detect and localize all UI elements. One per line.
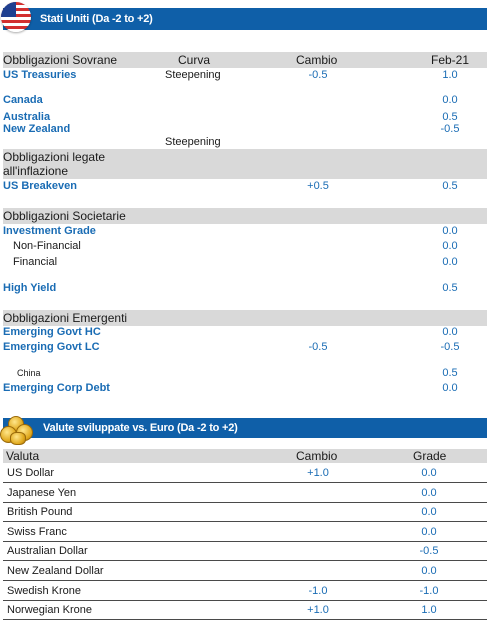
corporate-title: Obbligazioni Societarie <box>3 209 126 223</box>
change-value: +1.0 <box>307 604 329 616</box>
fx-banner-title: Valute sviluppate vs. Euro (Da -2 to +2) <box>43 422 238 434</box>
change-value: +1.0 <box>307 467 329 479</box>
curve-header: Curva <box>178 53 211 67</box>
current-value: 0.0 <box>442 240 458 252</box>
sovereign-header-band <box>3 52 487 68</box>
currency-name: Norwegian Krone <box>7 604 92 616</box>
current-value: 0.5 <box>442 180 458 192</box>
current-value: -0.5 <box>440 123 460 135</box>
fx-row-norwegian-krone: Norwegian Krone +1.0 1.0 <box>3 600 487 620</box>
fx-change-header: Cambio <box>296 449 338 463</box>
currency-name: US Dollar <box>7 467 55 479</box>
fx-row-japanese-yen: Japanese Yen 0.0 <box>3 483 487 503</box>
current-value: 1.0 <box>442 69 458 81</box>
current-value: 0.0 <box>442 256 458 268</box>
current-value: 0.0 <box>442 326 458 338</box>
inflation-header-band <box>3 149 487 179</box>
curve-value: Steepening <box>165 69 221 81</box>
grade-value: -1.0 <box>419 585 439 597</box>
fx-row-swedish-krone: Swedish Krone -1.0 -1.0 <box>3 581 487 601</box>
emerging-header-band <box>3 310 487 326</box>
corporate-header-band <box>3 208 487 224</box>
change-value: +0.5 <box>307 180 329 192</box>
currency-header: Valuta <box>6 449 40 463</box>
bond-row-emerging-corp-debt: Emerging Corp Debt <box>3 382 110 394</box>
fx-banner: Valute sviluppate vs. Euro (Da -2 to +2) <box>3 418 487 438</box>
grade-header: Grade <box>413 449 447 463</box>
grade-value: 0.0 <box>421 565 437 577</box>
grade-value: 0.0 <box>421 506 437 518</box>
fx-row-us-dollar: US Dollar +1.0 0.0 <box>3 463 487 483</box>
current-value: 0.0 <box>442 94 458 106</box>
bond-row-canada: Canada <box>3 94 43 106</box>
grade-value: -0.5 <box>419 545 439 557</box>
grade-value: 0.0 <box>421 467 437 479</box>
change-value: -0.5 <box>308 69 328 81</box>
fx-row-british-pound: British Pound 0.0 <box>3 502 487 522</box>
bond-row-new-zealand: New Zealand <box>3 123 71 135</box>
currency-name: Swedish Krone <box>7 585 81 597</box>
bond-row-investment-grade: Investment Grade <box>3 225 96 237</box>
bond-row-high-yield: High Yield <box>3 282 57 294</box>
us-flag-icon <box>1 2 31 32</box>
grade-value: 0.0 <box>421 526 437 538</box>
current-header: Feb-21 <box>431 53 470 67</box>
current-value: 0.5 <box>442 111 458 123</box>
grade-value: 1.0 <box>421 604 437 616</box>
bond-row-financial: Financial <box>13 256 58 268</box>
change-value: -1.0 <box>308 585 328 597</box>
bond-row-australia: Australia <box>3 111 51 123</box>
current-value: 0.0 <box>442 225 458 237</box>
bond-row-emerging-govt-lc: Emerging Govt LC <box>3 341 100 353</box>
fx-row-new-zealand-dollar: New Zealand Dollar 0.0 <box>3 561 487 581</box>
sovereign-header: Obbligazioni Sovrane <box>3 53 118 67</box>
us-banner: Stati Uniti (Da -2 to +2) <box>3 8 487 30</box>
inflation-title-line1: Obbligazioni legate <box>3 150 106 164</box>
current-value: 0.5 <box>442 367 458 379</box>
emerging-title: Obbligazioni Emergenti <box>3 311 128 325</box>
current-value: 0.5 <box>442 282 458 294</box>
current-value: -0.5 <box>440 341 460 353</box>
bond-row-emerging-govt-hc: Emerging Govt HC <box>3 326 101 338</box>
bond-row-non-financial: Non-Financial <box>13 240 81 252</box>
currency-name: Japanese Yen <box>7 487 77 499</box>
bond-row-china: China <box>17 368 41 378</box>
currency-name: British Pound <box>7 506 73 518</box>
fx-header-band <box>3 449 487 463</box>
currency-name: Swiss Franc <box>7 526 67 538</box>
fx-row-swiss-franc: Swiss Franc 0.0 <box>3 522 487 542</box>
gold-coins-icon <box>0 416 34 446</box>
grade-value: 0.0 <box>421 487 437 499</box>
change-value: -0.5 <box>308 341 328 353</box>
change-header: Cambio <box>296 53 338 67</box>
currency-name: Australian Dollar <box>7 545 88 557</box>
us-banner-title: Stati Uniti (Da -2 to +2) <box>40 13 153 25</box>
fx-row-australian-dollar: Australian Dollar -0.5 <box>3 541 487 561</box>
current-value: 0.0 <box>442 382 458 394</box>
currency-name: New Zealand Dollar <box>7 565 104 577</box>
inflation-title-line2: all'inflazione <box>3 164 68 178</box>
curve-value: Steepening <box>165 136 221 148</box>
bond-row-us-treasuries: US Treasuries <box>3 69 77 81</box>
bond-row-us-breakeven: US Breakeven <box>3 180 77 192</box>
